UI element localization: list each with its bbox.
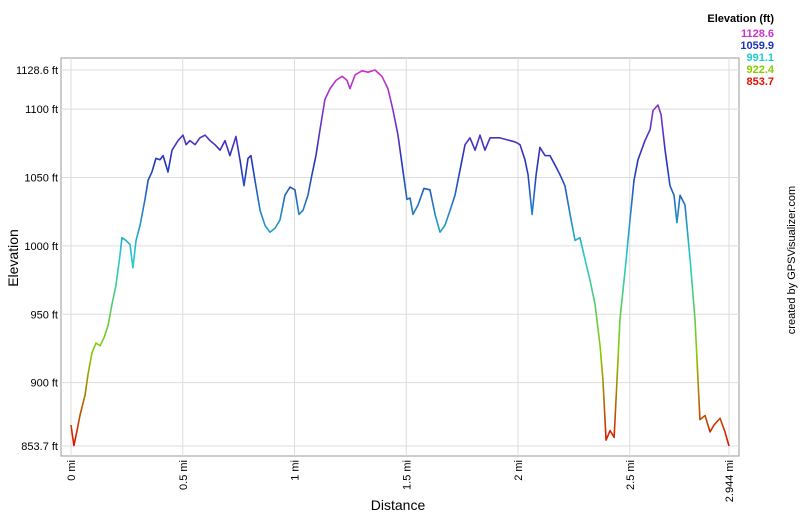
y-tick-label: 853.7 ft — [21, 441, 58, 453]
y-tick-label: 1000 ft — [24, 241, 58, 253]
legend-value: 922.4 — [746, 64, 774, 76]
y-tick-label: 950 ft — [30, 309, 58, 321]
x-tick-label: 0.5 mi — [178, 460, 190, 490]
legend-value: 1128.6 — [741, 28, 774, 40]
y-tick-label: 1128.6 ft — [16, 65, 58, 77]
x-tick-label: 0 mi — [66, 460, 78, 481]
legend-value: 991.1 — [746, 52, 774, 64]
legend-value: 1059.9 — [740, 40, 774, 52]
y-tick-label: 900 ft — [30, 378, 58, 390]
x-tick-label: 2.944 mi — [724, 460, 736, 502]
credit: created by GPSVisualizer.com — [786, 186, 798, 334]
x-tick-label: 2.5 mi — [625, 460, 637, 490]
y-tick-label: 1100 ft — [25, 104, 58, 116]
x-tick-label: 1 mi — [290, 460, 302, 481]
y-tick-label: 1050 ft — [24, 173, 58, 185]
x-axis-title: Distance — [371, 497, 426, 513]
y-axis-title: Elevation — [5, 229, 21, 287]
legend-title: Elevation (ft) — [707, 13, 774, 25]
x-tick-label: 1.5 mi — [401, 460, 413, 490]
plot-frame — [60, 57, 740, 457]
x-tick-label: 2 mi — [513, 460, 525, 481]
elevation-line — [70, 69, 730, 447]
legend-value: 853.7 — [746, 76, 774, 88]
